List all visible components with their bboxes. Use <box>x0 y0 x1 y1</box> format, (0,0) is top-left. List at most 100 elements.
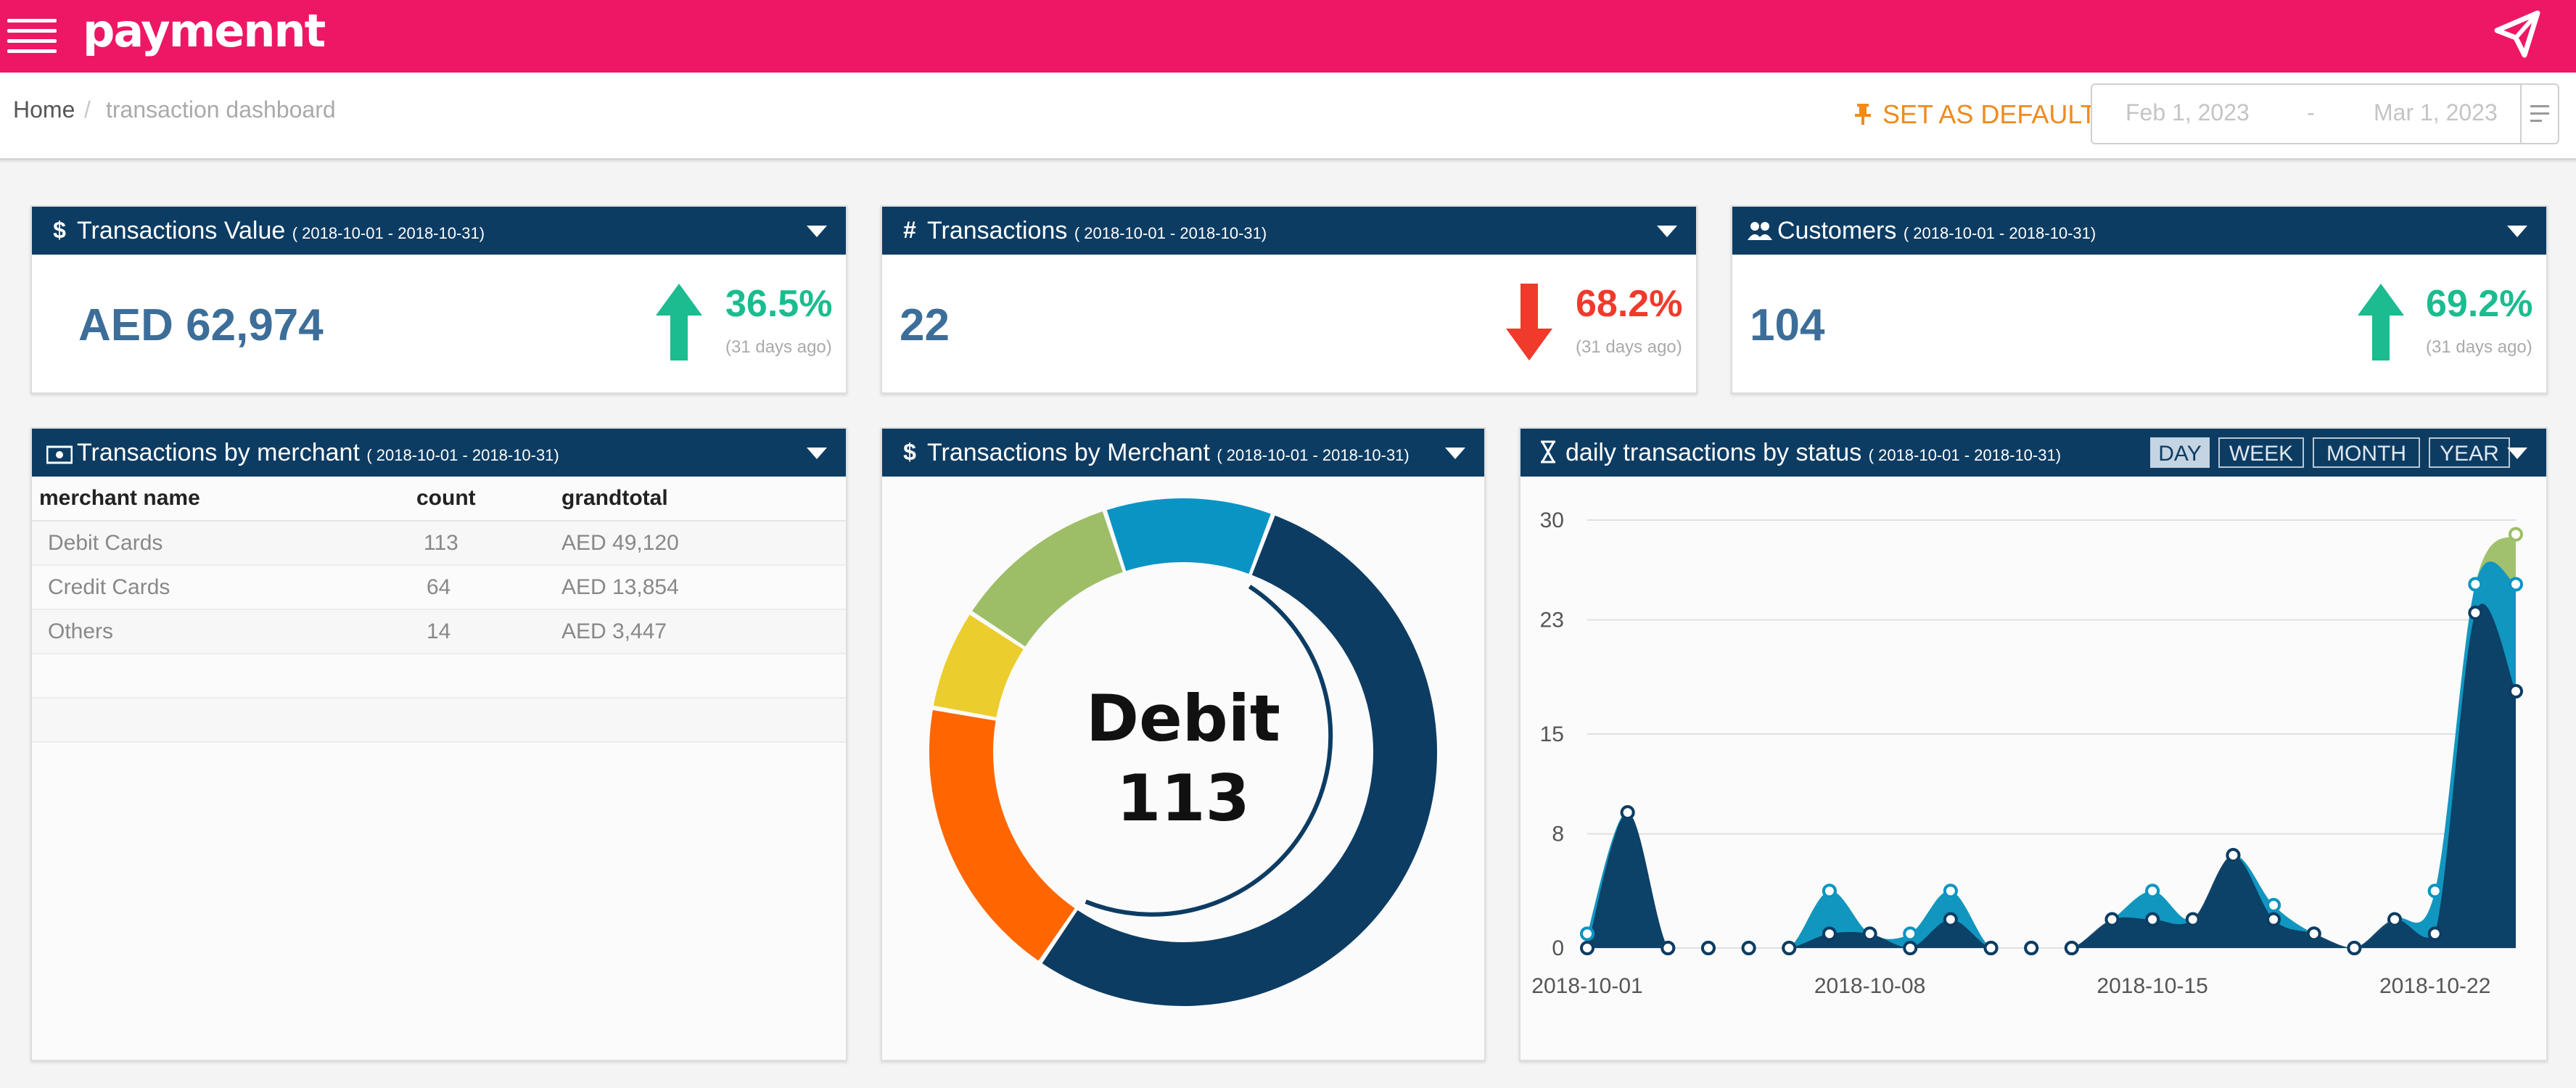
donut-highlight-ring <box>1085 585 1333 917</box>
date-range-picker[interactable]: Feb 1, 2023 - Mar 1, 2023 <box>2091 83 2559 144</box>
merchant-table-title-text: Transactions by merchant <box>77 439 360 466</box>
daily-date-range: ( 2018-10-01 - 2018-10-31) <box>1868 446 2062 464</box>
set-as-default-button[interactable]: SET AS DEFAULT <box>1853 99 2096 130</box>
chevron-down-icon[interactable] <box>1445 448 1465 459</box>
app-logo[interactable]: paymennt <box>83 4 326 57</box>
data-point[interactable] <box>2509 684 2523 698</box>
breadcrumb-home[interactable]: Home <box>13 96 75 123</box>
data-point[interactable] <box>2427 883 2443 899</box>
data-point[interactable] <box>2104 912 2120 927</box>
arrow-up-icon <box>2358 284 2404 360</box>
area-series-0 <box>1587 603 2516 948</box>
chevron-down-icon[interactable] <box>2507 226 2527 237</box>
kpi-title-text: Transactions <box>927 217 1068 244</box>
kpi-title: Customers ( 2018-10-01 - 2018-10-31) <box>1777 217 2096 245</box>
data-point[interactable] <box>2347 941 2362 955</box>
users-icon <box>1748 222 1772 240</box>
donut-title: Transactions by Merchant ( 2018-10-01 - … <box>927 439 1410 467</box>
set-as-default-label: SET AS DEFAULT <box>1882 99 2096 129</box>
dollar-icon: $ <box>53 217 66 243</box>
date-from-input[interactable]: Feb 1, 2023 <box>2126 99 2250 125</box>
kpi-change: 69.2% <box>2426 283 2533 325</box>
donut-center-value: 113 <box>1116 761 1250 836</box>
table-row[interactable]: Credit Cards 64 AED 13,854 <box>32 565 846 610</box>
kpi-value: 104 <box>1750 300 1825 350</box>
range-button-week[interactable]: WEEK <box>2218 437 2304 468</box>
data-point[interactable] <box>1661 941 1676 955</box>
data-point[interactable] <box>1620 805 1635 820</box>
breadcrumb-separator: / <box>84 96 91 123</box>
data-point[interactable] <box>1903 926 1918 941</box>
hamburger-icon[interactable] <box>7 16 57 57</box>
data-point[interactable] <box>2509 527 2523 542</box>
data-point[interactable] <box>2145 883 2160 899</box>
donut-slice-0[interactable] <box>1042 515 1438 1006</box>
column-header-count[interactable]: count <box>416 477 561 522</box>
data-point[interactable] <box>2427 926 2443 941</box>
data-point[interactable] <box>1580 941 1594 955</box>
kpi-value: 22 <box>900 300 950 350</box>
data-point[interactable] <box>2024 941 2039 955</box>
chevron-down-icon[interactable] <box>807 226 827 237</box>
data-point[interactable] <box>2468 577 2483 592</box>
data-point[interactable] <box>2145 912 2160 927</box>
data-point[interactable] <box>1903 941 1918 955</box>
range-button-day[interactable]: DAY <box>2150 437 2210 468</box>
x-tick-label: 2018-10-15 <box>2096 974 2207 998</box>
chevron-down-icon[interactable] <box>2507 448 2527 459</box>
data-point[interactable] <box>2226 848 2241 863</box>
data-point[interactable] <box>1741 941 1756 955</box>
y-tick-label: 15 <box>1540 722 1564 746</box>
data-point[interactable] <box>1782 941 1797 955</box>
column-header-merchant-name[interactable]: merchant name <box>32 477 416 522</box>
data-point[interactable] <box>1700 941 1716 955</box>
data-point[interactable] <box>2468 605 2483 620</box>
data-point[interactable] <box>1943 883 1958 899</box>
data-point[interactable] <box>2266 912 2281 927</box>
data-point[interactable] <box>2064 941 2079 955</box>
chevron-down-icon[interactable] <box>807 448 827 459</box>
merchant-table-card: Transactions by merchant ( 2018-10-01 - … <box>30 427 847 1061</box>
daily-title: daily transactions by status ( 2018-10-0… <box>1565 439 2061 467</box>
table-row-empty <box>32 698 846 743</box>
table-row[interactable]: Debit Cards 113 AED 49,120 <box>32 521 846 566</box>
kpi-period: (31 days ago) <box>725 337 832 357</box>
kpi-title-text: Transactions Value <box>77 217 286 244</box>
data-point[interactable] <box>1983 941 1999 955</box>
table-row[interactable]: Others 14 AED 3,447 <box>32 609 846 654</box>
data-point[interactable] <box>1943 912 1958 927</box>
data-point[interactable] <box>2266 898 2281 912</box>
data-point[interactable] <box>1822 883 1837 899</box>
date-to-input[interactable]: Mar 1, 2023 <box>2374 99 2498 125</box>
donut-slice-4[interactable] <box>1106 498 1271 574</box>
grandtotal-cell: AED 49,120 <box>561 521 846 566</box>
column-header-grandtotal[interactable]: grandtotal <box>561 477 846 522</box>
filter-menu-icon[interactable] <box>2520 85 2558 143</box>
merchant-donut-card: $ Transactions by Merchant ( 2018-10-01 … <box>881 427 1486 1061</box>
data-point[interactable] <box>1862 926 1877 941</box>
y-tick-label: 30 <box>1540 508 1564 532</box>
date-separator: - <box>2307 99 2315 125</box>
donut-slice-3[interactable] <box>972 511 1123 647</box>
x-tick-label: 2018-10-08 <box>1814 974 1925 998</box>
grandtotal-cell: AED 3,447 <box>561 609 846 654</box>
x-tick-label: 2018-10-22 <box>2379 974 2490 998</box>
merchant-table-title: Transactions by merchant ( 2018-10-01 - … <box>77 439 559 467</box>
data-point[interactable] <box>2185 912 2200 927</box>
data-point[interactable] <box>2509 577 2523 592</box>
chevron-down-icon[interactable] <box>1657 226 1677 237</box>
range-button-year[interactable]: YEAR <box>2429 437 2510 468</box>
data-point[interactable] <box>1822 926 1837 941</box>
kpi-date-range: ( 2018-10-01 - 2018-10-31) <box>1903 224 2096 242</box>
data-point[interactable] <box>2387 912 2403 927</box>
range-button-month[interactable]: MONTH <box>2313 437 2420 468</box>
banknote-icon <box>46 445 73 464</box>
data-point[interactable] <box>1580 926 1594 941</box>
donut-slice-1[interactable] <box>929 709 1075 961</box>
donut-title-text: Transactions by Merchant <box>927 439 1210 466</box>
kpi-title: Transactions ( 2018-10-01 - 2018-10-31) <box>927 217 1267 245</box>
y-tick-label: 0 <box>1552 936 1564 960</box>
data-point[interactable] <box>2306 926 2321 941</box>
paper-plane-icon[interactable] <box>2491 9 2543 61</box>
donut-slice-2[interactable] <box>933 614 1024 717</box>
